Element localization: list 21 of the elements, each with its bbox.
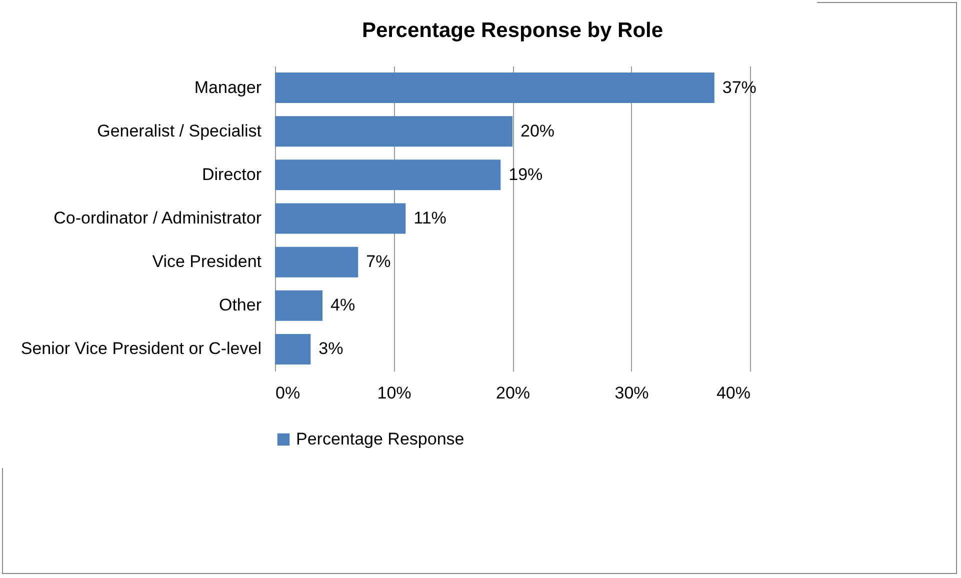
- data-label: 3%: [318, 339, 344, 358]
- y-tick-label: Vice President: [152, 252, 262, 272]
- y-tick-label: Generalist / Specialist: [97, 121, 262, 140]
- legend-label: Percentage Response: [296, 430, 464, 448]
- y-tick-label: Co-ordinator / Administrator: [54, 208, 262, 228]
- y-tick-label: Other: [218, 296, 262, 315]
- y-tick-label: Director: [202, 164, 262, 184]
- chart-title: Percentage Response by Role: [362, 19, 664, 42]
- data-label: 37%: [722, 78, 756, 97]
- data-label: 19%: [508, 164, 543, 184]
- y-tick-label: Manager: [194, 78, 262, 97]
- x-tick-label: 0%: [276, 384, 300, 402]
- data-label: 20%: [520, 121, 555, 140]
- data-label: 11%: [414, 208, 446, 228]
- x-tick-label: 20%: [496, 384, 530, 402]
- x-tick-label: 40%: [716, 384, 750, 402]
- y-tick-label: Senior Vice President or C-level: [20, 339, 262, 358]
- x-tick-label: 30%: [614, 384, 649, 402]
- x-tick-label: 10%: [377, 384, 412, 402]
- data-label: 4%: [330, 296, 356, 315]
- data-label: 7%: [366, 252, 391, 272]
